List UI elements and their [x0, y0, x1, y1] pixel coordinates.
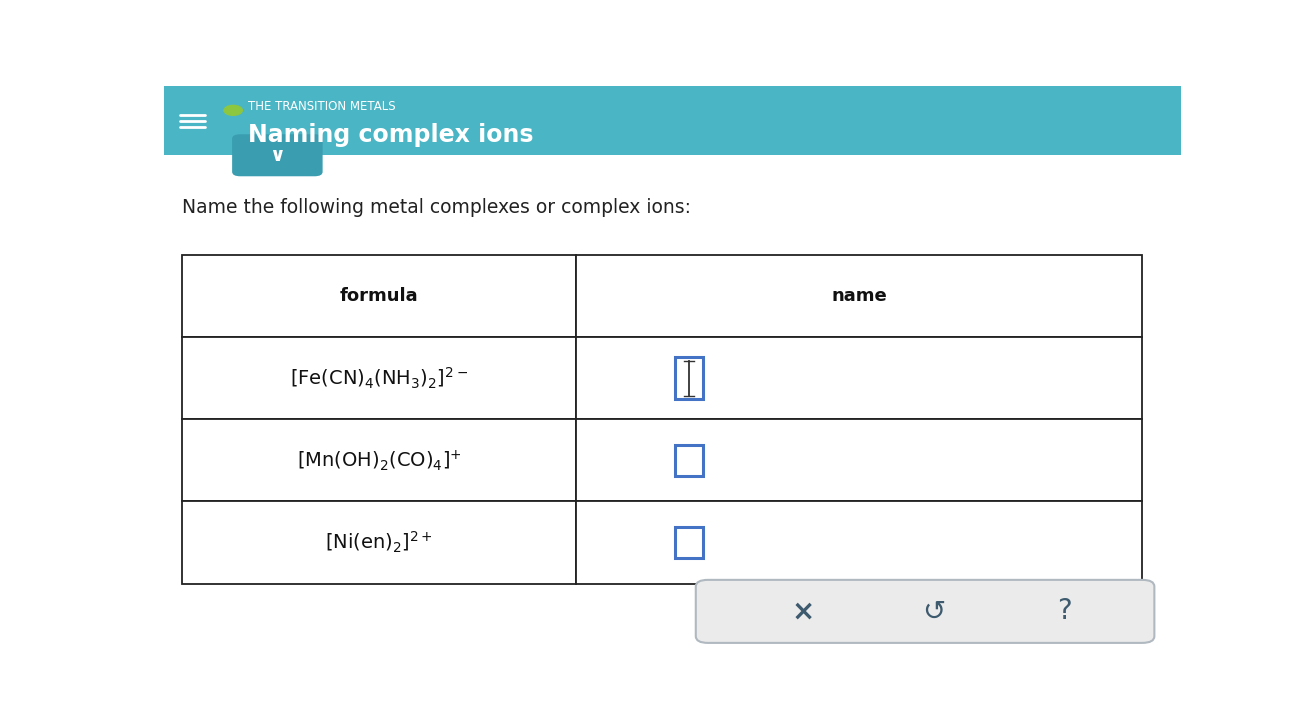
Bar — [182, 337, 576, 419]
Text: ∨: ∨ — [269, 146, 285, 164]
Text: formula: formula — [340, 287, 419, 305]
Bar — [182, 501, 576, 584]
Bar — [674, 358, 703, 399]
Bar — [674, 528, 703, 558]
Text: Name the following metal complexes or complex ions:: Name the following metal complexes or co… — [182, 198, 691, 218]
Text: $\left[\mathrm{Ni(en)_2}\right]^{2+}$: $\left[\mathrm{Ni(en)_2}\right]^{2+}$ — [325, 530, 433, 555]
Bar — [576, 501, 1143, 584]
Bar — [576, 419, 1143, 501]
Bar — [164, 86, 1181, 155]
Text: $\left[\mathrm{Fe(CN)_4(NH_3)_2}\right]^{2-}$: $\left[\mathrm{Fe(CN)_4(NH_3)_2}\right]^… — [290, 365, 468, 391]
Text: ?: ? — [1056, 597, 1072, 625]
FancyBboxPatch shape — [695, 580, 1155, 643]
Text: Naming complex ions: Naming complex ions — [248, 123, 534, 146]
Bar — [182, 419, 576, 501]
Bar — [182, 255, 576, 337]
Text: ×: × — [792, 597, 815, 625]
Text: THE TRANSITION METALS: THE TRANSITION METALS — [248, 101, 396, 113]
Text: name: name — [830, 287, 887, 305]
Bar — [674, 445, 703, 475]
Bar — [576, 255, 1143, 337]
Text: ↺: ↺ — [922, 597, 946, 625]
Text: $\left[\mathrm{Mn(OH)_2(CO)_4}\right]^{+}$: $\left[\mathrm{Mn(OH)_2(CO)_4}\right]^{+… — [297, 448, 462, 472]
Bar — [576, 337, 1143, 419]
Circle shape — [224, 106, 243, 116]
FancyBboxPatch shape — [232, 134, 323, 177]
